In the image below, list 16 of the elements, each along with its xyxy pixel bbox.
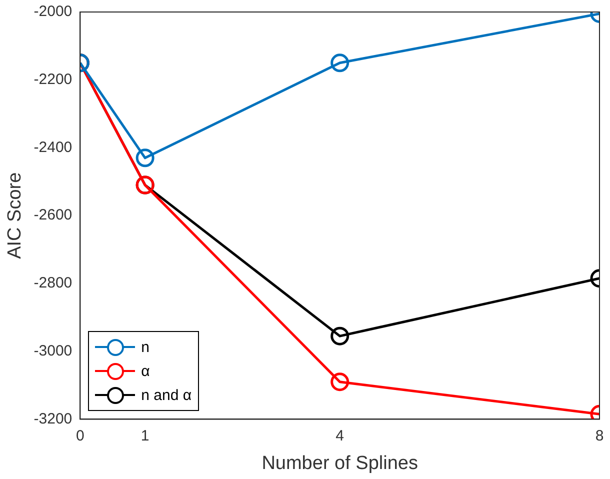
x-tick-label: 4 [336,427,344,444]
x-tick-label: 8 [595,427,604,444]
legend-label: n and α [141,386,192,404]
legend-label: α [141,362,150,380]
x-axis-title: Number of Splines [262,452,418,474]
y-tick-label: -3000 [34,342,72,360]
y-tick-label: -2200 [34,71,72,88]
x-tick-label: 0 [76,427,84,444]
y-tick-label: -3200 [34,410,72,428]
legend-label: n [141,338,150,356]
y-tick-label: -2400 [34,138,72,156]
y-axis-title: AIC Score [4,172,26,259]
y-tick-label: -2600 [34,206,72,224]
y-tick-label: -2000 [34,3,72,20]
x-tick-label: 1 [140,427,150,444]
y-tick-label: -2800 [34,274,72,292]
